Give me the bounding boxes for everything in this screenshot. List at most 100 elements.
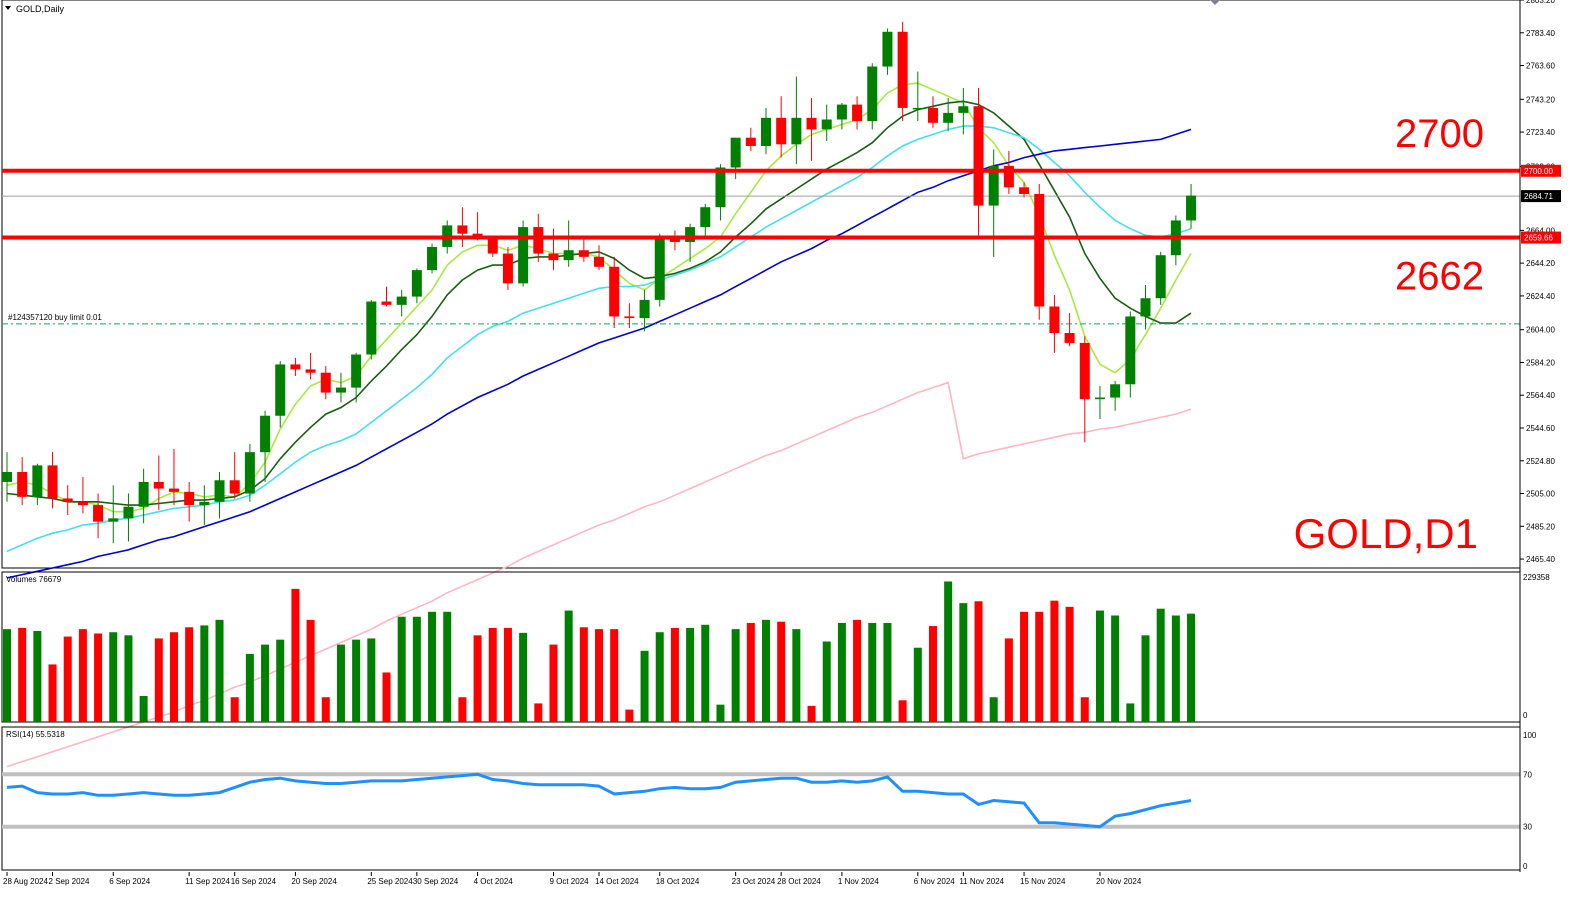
volume-bar[interactable] <box>1111 615 1120 722</box>
volume-bar[interactable] <box>78 629 87 722</box>
candle[interactable] <box>700 203 711 237</box>
collapse-arrow-icon[interactable] <box>5 6 11 10</box>
volume-bar[interactable] <box>564 610 573 722</box>
volume-bar[interactable] <box>1095 610 1104 722</box>
candle[interactable] <box>62 485 73 516</box>
volume-bar[interactable] <box>807 705 816 722</box>
volume-bar[interactable] <box>701 624 710 722</box>
volume-bar[interactable] <box>777 621 786 722</box>
price-pane[interactable]: 2803.202783.402763.602743.202723.402702.… <box>1 0 1561 768</box>
candle[interactable] <box>427 243 438 274</box>
volume-bar[interactable] <box>48 664 57 722</box>
volume-bar[interactable] <box>1171 615 1180 722</box>
volume-bar[interactable] <box>33 630 42 722</box>
candle[interactable] <box>1094 385 1105 420</box>
candle[interactable] <box>366 299 377 360</box>
candle[interactable] <box>594 245 605 271</box>
candle[interactable] <box>806 97 817 161</box>
candle[interactable] <box>199 485 210 525</box>
candle[interactable] <box>1155 251 1166 305</box>
volume-bar[interactable] <box>276 639 285 722</box>
candle[interactable] <box>260 410 271 482</box>
volume-bar[interactable] <box>1050 600 1059 722</box>
volume-bar[interactable] <box>230 697 239 722</box>
volume-bar[interactable] <box>412 616 421 722</box>
volume-bar[interactable] <box>1156 608 1165 722</box>
volume-bar[interactable] <box>746 622 755 722</box>
candle[interactable] <box>1064 313 1075 347</box>
candle[interactable] <box>548 228 559 271</box>
volume-bar[interactable] <box>397 616 406 722</box>
candle[interactable] <box>1140 284 1151 330</box>
volume-bar[interactable] <box>261 644 270 722</box>
candle[interactable] <box>2 452 12 502</box>
candle[interactable] <box>867 63 878 130</box>
volume-bar[interactable] <box>352 639 361 722</box>
candle[interactable] <box>943 97 954 132</box>
candle[interactable] <box>32 463 43 506</box>
volume-bar[interactable] <box>610 629 619 722</box>
volume-bar[interactable] <box>336 644 345 722</box>
candle[interactable] <box>184 481 195 522</box>
candle[interactable] <box>411 268 422 304</box>
volume-bar[interactable] <box>519 632 528 722</box>
volume-bar[interactable] <box>1080 697 1089 722</box>
volume-bar[interactable] <box>306 619 315 722</box>
volume-bar[interactable] <box>792 629 801 722</box>
candle[interactable] <box>1049 294 1060 353</box>
candle[interactable] <box>821 104 832 142</box>
candle[interactable] <box>1110 380 1121 411</box>
volume-bar[interactable] <box>837 622 846 722</box>
candle[interactable] <box>791 76 802 165</box>
candle[interactable] <box>244 443 255 502</box>
candle[interactable] <box>275 361 286 428</box>
volume-bar[interactable] <box>1035 611 1044 722</box>
volume-bar[interactable] <box>731 629 740 722</box>
candle[interactable] <box>396 289 407 317</box>
volume-bar[interactable] <box>154 638 163 722</box>
candle[interactable] <box>457 207 468 247</box>
volume-bar[interactable] <box>1004 638 1013 722</box>
candle[interactable] <box>93 493 104 539</box>
candle[interactable] <box>927 96 938 128</box>
candle[interactable] <box>958 88 969 135</box>
candle[interactable] <box>502 246 513 290</box>
candle[interactable] <box>47 452 58 509</box>
candle[interactable] <box>563 220 574 267</box>
volume-bar[interactable] <box>109 632 118 722</box>
candle[interactable] <box>609 256 620 329</box>
candle[interactable] <box>761 107 771 155</box>
candle[interactable] <box>335 372 346 403</box>
candle[interactable] <box>654 233 665 307</box>
volume-bar[interactable] <box>549 644 558 722</box>
candle[interactable] <box>685 223 696 262</box>
volume-bar[interactable] <box>291 588 300 722</box>
candle[interactable] <box>17 457 28 506</box>
volume-bar[interactable] <box>428 611 437 722</box>
volume-pane[interactable]: Volumes 76679 229358 0 <box>1 571 1550 723</box>
candle[interactable] <box>351 352 362 403</box>
candle[interactable] <box>852 96 863 130</box>
volume-bar[interactable] <box>200 625 209 722</box>
volume-bar[interactable] <box>382 672 391 722</box>
volume-bar[interactable] <box>473 635 482 722</box>
candle[interactable] <box>897 21 908 122</box>
candle[interactable] <box>320 366 331 400</box>
volume-bar[interactable] <box>853 619 862 722</box>
volume-bar[interactable] <box>245 653 254 722</box>
candle[interactable] <box>1034 184 1045 320</box>
candle[interactable] <box>578 236 589 262</box>
volume-bar[interactable] <box>883 622 892 722</box>
candle[interactable] <box>214 472 225 519</box>
candle[interactable] <box>138 468 149 524</box>
volume-bar[interactable] <box>655 632 664 722</box>
volume-bar[interactable] <box>321 697 330 722</box>
candle[interactable] <box>1125 311 1136 398</box>
candle[interactable] <box>669 230 680 251</box>
candle[interactable] <box>1170 215 1181 266</box>
rsi-pane[interactable]: RSI(14) 55.5318 100 70 30 0 <box>1 726 1537 871</box>
volume-bar[interactable] <box>762 619 770 722</box>
volume-bar[interactable] <box>913 647 922 722</box>
candle[interactable] <box>1186 184 1197 229</box>
volume-bar[interactable] <box>503 627 512 722</box>
